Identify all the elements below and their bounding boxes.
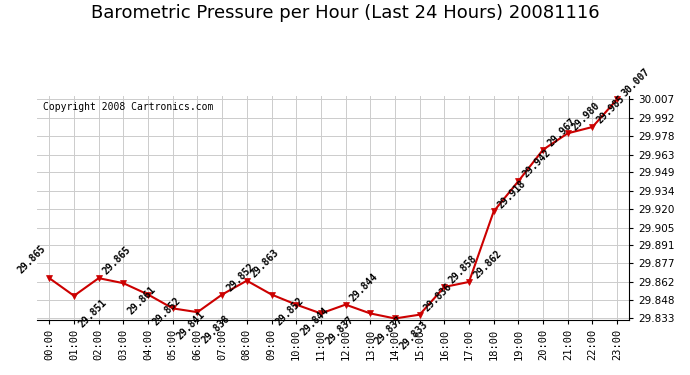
Text: 29.865: 29.865: [101, 245, 133, 277]
Text: 29.852: 29.852: [150, 296, 183, 328]
Text: 29.858: 29.858: [447, 254, 479, 286]
Text: 29.852: 29.852: [274, 296, 306, 328]
Text: 29.918: 29.918: [496, 178, 528, 210]
Text: 29.852: 29.852: [225, 261, 257, 293]
Text: 29.833: 29.833: [397, 320, 429, 352]
Text: 29.985: 29.985: [595, 94, 627, 126]
Text: 29.851: 29.851: [77, 297, 108, 329]
Text: Barometric Pressure per Hour (Last 24 Hours) 20081116: Barometric Pressure per Hour (Last 24 Ho…: [90, 4, 600, 22]
Text: 29.844: 29.844: [299, 306, 331, 338]
Text: 29.838: 29.838: [200, 314, 232, 345]
Text: 29.836: 29.836: [422, 281, 454, 314]
Text: 29.841: 29.841: [175, 310, 207, 342]
Text: 29.980: 29.980: [570, 100, 602, 132]
Text: 29.844: 29.844: [348, 272, 380, 303]
Text: 29.861: 29.861: [126, 285, 158, 316]
Text: Copyright 2008 Cartronics.com: Copyright 2008 Cartronics.com: [43, 102, 213, 112]
Text: 29.967: 29.967: [546, 116, 578, 148]
Text: 29.837: 29.837: [324, 315, 355, 346]
Text: 29.942: 29.942: [521, 148, 553, 180]
Text: 29.837: 29.837: [373, 315, 405, 346]
Text: 29.862: 29.862: [471, 249, 504, 280]
Text: 29.863: 29.863: [249, 248, 282, 279]
Text: 29.865: 29.865: [16, 244, 48, 276]
Text: 30.007: 30.007: [620, 66, 651, 98]
